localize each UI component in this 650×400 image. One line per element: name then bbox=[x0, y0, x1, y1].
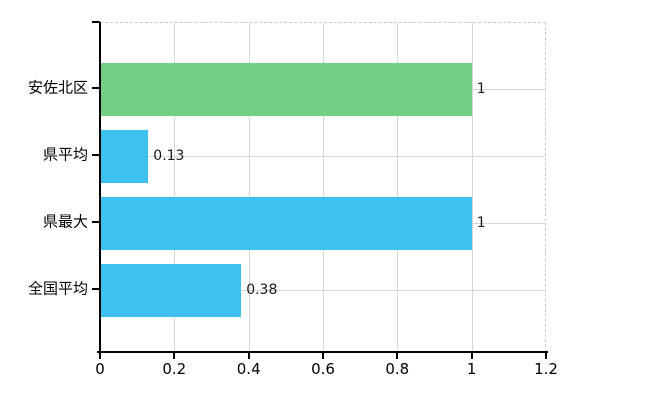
bar-0 bbox=[100, 62, 472, 116]
x-axis-tick bbox=[470, 353, 473, 359]
y-axis-label: 県平均 bbox=[42, 145, 88, 164]
bar-value-label: 1 bbox=[476, 81, 486, 97]
x-axis-tick bbox=[247, 353, 250, 359]
x-axis-tick bbox=[99, 353, 101, 359]
bar-3 bbox=[100, 263, 242, 317]
x-axis-label: 0.2 bbox=[162, 360, 187, 378]
y-axis-tick bbox=[92, 288, 100, 290]
y-axis-label: 県最大 bbox=[42, 212, 88, 231]
y-gridline bbox=[100, 289, 545, 291]
x-axis-label: 0.6 bbox=[311, 360, 335, 378]
x-axis-tick bbox=[396, 353, 399, 359]
x-axis-tick bbox=[322, 353, 324, 359]
x-gridline bbox=[323, 23, 324, 352]
y-gridline bbox=[100, 155, 545, 157]
y-axis-tick bbox=[92, 154, 100, 156]
x-gridline bbox=[397, 23, 399, 352]
y-axis-label: 安佐北区 bbox=[27, 78, 88, 97]
y-axis-tick bbox=[92, 87, 100, 89]
x-gridline bbox=[471, 23, 473, 352]
bar-value-label: 0.38 bbox=[246, 282, 278, 298]
x-axis-label: 0.8 bbox=[385, 360, 410, 378]
x-gridline bbox=[248, 23, 250, 352]
y-axis-line bbox=[99, 22, 101, 352]
bar-2 bbox=[100, 196, 472, 250]
bar-1 bbox=[100, 129, 149, 183]
x-axis-label: 0.4 bbox=[236, 360, 261, 378]
x-axis-line bbox=[97, 351, 548, 353]
y-axis-end-tick bbox=[92, 21, 100, 23]
x-gridline bbox=[174, 23, 176, 352]
x-axis-label: 1 bbox=[466, 360, 477, 378]
x-axis-label: 1.2 bbox=[534, 360, 558, 378]
x-axis-tick bbox=[173, 353, 176, 359]
y-axis-label: 全国平均 bbox=[27, 279, 88, 298]
bar-value-label: 1 bbox=[476, 215, 486, 231]
bar-value-label: 0.13 bbox=[153, 148, 185, 164]
y-axis-tick bbox=[92, 221, 100, 223]
x-axis-label: 0 bbox=[95, 360, 105, 378]
plot-area: 1 0.13 1 0.38 bbox=[100, 22, 546, 352]
x-axis-tick bbox=[545, 353, 547, 359]
